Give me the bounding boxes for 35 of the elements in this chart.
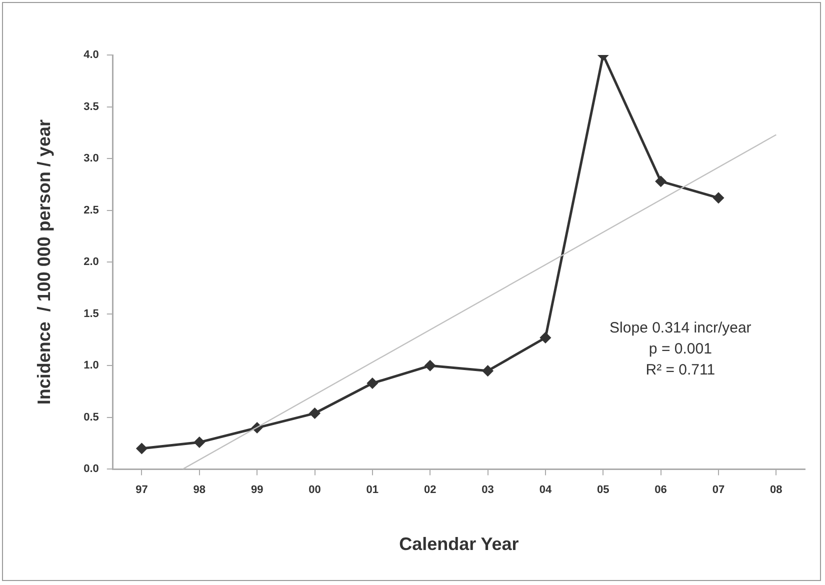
annotation: Slope 0.314 incr/year bbox=[610, 320, 752, 337]
x-tick-label: 07 bbox=[712, 484, 725, 496]
point bbox=[367, 378, 378, 389]
point bbox=[482, 366, 494, 376]
y-tick-label: 0.0 bbox=[84, 463, 99, 476]
y-tick-label: 3.0 bbox=[84, 152, 99, 165]
y-tick-label: 2.5 bbox=[84, 204, 99, 216]
x-tick-label: 98 bbox=[193, 484, 206, 496]
y-tick-label: 1.0 bbox=[84, 360, 99, 372]
x-axis-title: Calendar Year bbox=[399, 534, 519, 554]
x-tick-label: 03 bbox=[482, 484, 494, 496]
point bbox=[424, 360, 436, 371]
annotation: p = 0.001 bbox=[648, 340, 712, 358]
y-tick-label: 3.5 bbox=[84, 100, 99, 113]
x-tick-label: 04 bbox=[539, 484, 552, 496]
annotation: R² = 0.711 bbox=[646, 362, 716, 379]
y-tick-label: 4.0 bbox=[84, 49, 99, 62]
x-tick-label: 97 bbox=[136, 484, 148, 496]
x-tick-label: 02 bbox=[424, 484, 436, 496]
x-tick-label: 00 bbox=[308, 484, 321, 496]
x-tick-label: 08 bbox=[770, 484, 782, 496]
y-tick-label: 2.0 bbox=[84, 256, 99, 268]
point bbox=[194, 437, 205, 448]
y-axis-title: Incidence / 100 000 person / year bbox=[34, 120, 54, 405]
x-tick-label: 05 bbox=[597, 484, 610, 496]
point bbox=[540, 332, 551, 343]
point bbox=[136, 443, 147, 454]
x-tick-label: 01 bbox=[366, 484, 379, 496]
point bbox=[310, 408, 320, 419]
y-tick-label: 0.5 bbox=[84, 411, 99, 424]
y-tick-label: 1.5 bbox=[84, 308, 99, 320]
x-tick-label: 99 bbox=[250, 484, 264, 496]
x-tick-label: 06 bbox=[654, 484, 667, 496]
point bbox=[713, 192, 724, 204]
point bbox=[656, 176, 666, 187]
